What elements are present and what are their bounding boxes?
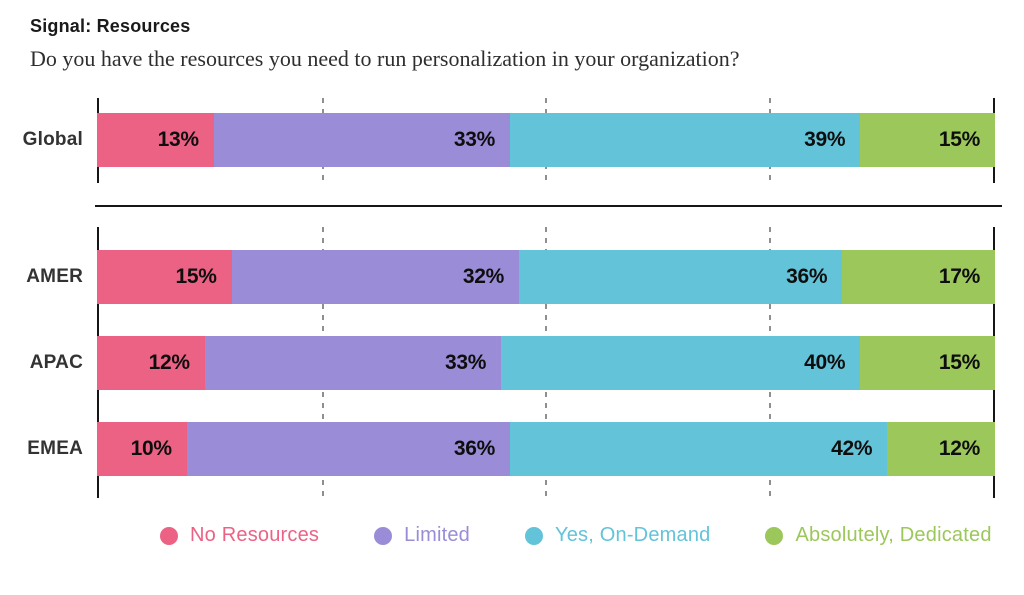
chart-row-global: Global 13% 33% 39% 15% — [0, 113, 1024, 167]
chart-row-apac: APAC 12% 33% 40% 15% — [0, 336, 1024, 390]
bar-segment-limited: 33% — [213, 113, 511, 167]
page-title: Signal: Resources — [30, 16, 191, 36]
bar-segment-yes-on-demand: 36% — [519, 250, 843, 304]
bar-segment-yes-on-demand: 40% — [501, 336, 861, 390]
chart-rows: Global 13% 33% 39% 15% — [0, 113, 1024, 167]
bar-segment-limited: 32% — [231, 250, 520, 304]
segment-value: 12% — [938, 437, 980, 460]
legend-label: Absolutely, Dedicated — [795, 524, 992, 546]
chart-rows: AMER 15% 32% 36% 17% APAC 12% 33% 40% 15% EMEA 10% 3… — [0, 250, 1024, 476]
row-label: EMEA — [27, 438, 83, 459]
legend: No Resources Limited Yes, On-Demand Absolut… — [160, 524, 1024, 547]
segment-value: 15% — [938, 351, 980, 374]
bar-segment-absolutely-dedicated: 15% — [860, 113, 995, 167]
stacked-bar: 13% 33% 39% 15% — [97, 113, 995, 167]
segment-value: 15% — [175, 265, 217, 288]
segment-value: 42% — [831, 437, 873, 460]
segment-value: 32% — [462, 265, 505, 288]
bar-segment-no-resources: 10% — [97, 422, 187, 476]
segment-value: 17% — [938, 265, 980, 288]
segment-value: 40% — [804, 351, 846, 374]
legend-label: Limited — [404, 524, 470, 546]
legend-item-limited: Limited — [374, 524, 470, 547]
bar-segment-limited: 36% — [186, 422, 511, 476]
bar-segment-no-resources: 15% — [97, 250, 232, 304]
legend-label: Yes, On-Demand — [555, 524, 711, 546]
legend-dot-limited — [374, 526, 393, 545]
chart-header: Signal: Resources Do you have the resour… — [0, 0, 1024, 72]
bar-segment-no-resources: 12% — [97, 336, 205, 390]
segment-value: 36% — [453, 437, 496, 460]
chart-group-global: Global 13% 33% 39% 15% — [0, 98, 1024, 183]
stacked-bar: 12% 33% 40% 15% — [97, 336, 995, 390]
bar-segment-absolutely-dedicated: 17% — [842, 250, 995, 304]
stacked-bar: 10% 36% 42% 12% — [97, 422, 995, 476]
stacked-bar-chart: Global 13% 33% 39% 15% AMER 15% 32% 36% 17% APAC 1… — [0, 98, 1024, 547]
legend-item-absolutely-dedicated: Absolutely, Dedicated — [765, 524, 991, 547]
bar-segment-no-resources: 13% — [97, 113, 214, 167]
bar-segment-yes-on-demand: 42% — [510, 422, 888, 476]
bar-segment-absolutely-dedicated: 12% — [887, 422, 995, 476]
segment-value: 36% — [786, 265, 828, 288]
legend-dot-absolutely-dedicated — [765, 526, 784, 545]
group-divider — [95, 205, 1002, 207]
chart-question: Do you have the resources you need to ru… — [30, 46, 740, 71]
legend-item-no-resources: No Resources — [160, 524, 319, 547]
segment-value: 33% — [444, 351, 487, 374]
row-label: AMER — [26, 266, 83, 287]
chart-row-emea: EMEA 10% 36% 42% 12% — [0, 422, 1024, 476]
legend-label: No Resources — [190, 524, 320, 546]
bar-segment-absolutely-dedicated: 15% — [860, 336, 995, 390]
chart-group-regions: AMER 15% 32% 36% 17% APAC 12% 33% 40% 15% EMEA 10% 3… — [0, 227, 1024, 498]
bar-segment-yes-on-demand: 39% — [510, 113, 861, 167]
segment-value: 13% — [157, 128, 199, 151]
row-label: APAC — [29, 352, 83, 373]
segment-value: 33% — [453, 128, 496, 151]
legend-dot-no-resources — [160, 526, 178, 545]
segment-value: 39% — [804, 128, 846, 151]
segment-value: 15% — [938, 128, 980, 151]
row-label: Global — [22, 129, 83, 150]
legend-item-yes-on-demand: Yes, On-Demand — [525, 524, 710, 547]
segment-value: 10% — [130, 437, 172, 460]
segment-value: 12% — [148, 351, 190, 374]
chart-row-amer: AMER 15% 32% 36% 17% — [0, 250, 1024, 304]
stacked-bar: 15% 32% 36% 17% — [97, 250, 995, 304]
legend-dot-yes-on-demand — [525, 526, 543, 545]
bar-segment-limited: 33% — [204, 336, 502, 390]
